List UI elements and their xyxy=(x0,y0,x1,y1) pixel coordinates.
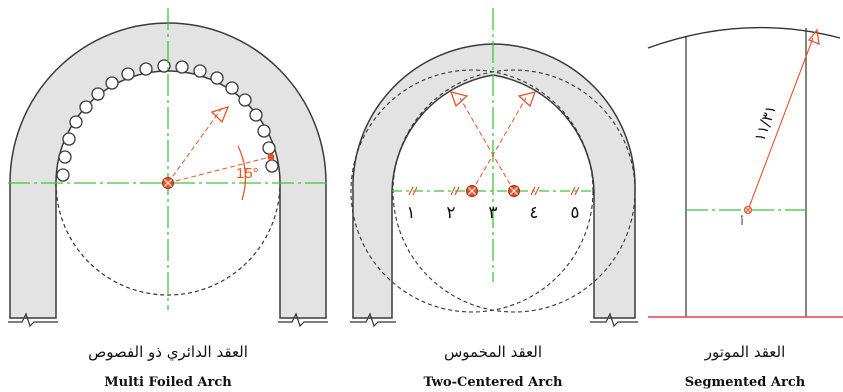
two-centered-number-4: ٤ xyxy=(529,203,538,223)
multi-foiled-foils xyxy=(56,59,279,182)
two-centered-number-2: ٢ xyxy=(446,203,455,223)
two-centered-label-en: Two-Centered Arch xyxy=(424,375,563,390)
multi-foiled-label-en: Multi Foiled Arch xyxy=(104,375,232,390)
multi-foiled-arch-panel: 15° العقد الدائري ذو الفصوص Multi Foiled… xyxy=(8,8,330,390)
two-centered-number-3: ٣ xyxy=(488,203,497,223)
two-centered-radius-right xyxy=(471,97,527,192)
two-centered-label-ar: العقد المخموس xyxy=(444,343,542,361)
two-centered-arrow-left xyxy=(449,91,469,108)
two-centered-number-5: ٥ xyxy=(570,203,579,223)
two-centered-radius-left xyxy=(459,97,515,192)
multi-foiled-lower-circle xyxy=(55,182,281,296)
multi-foiled-center-marker xyxy=(162,177,174,189)
two-centered-break-mark-right xyxy=(590,312,638,328)
two-centered-arch-panel: ١ ٢ ٣ ٤ ٥ العقد المخموس Two-Centered Arc… xyxy=(350,8,638,390)
multi-foiled-angle-line xyxy=(167,156,271,184)
two-centered-center-marker-right xyxy=(508,185,520,197)
segmented-label-en: Segmented Arch xyxy=(685,375,806,390)
two-centered-arrow-right xyxy=(517,91,537,108)
two-centered-break-mark-left xyxy=(350,312,396,328)
two-centered-number-1: ١ xyxy=(406,203,415,223)
multi-foiled-radius-line xyxy=(167,107,223,184)
multi-foiled-angle-arc xyxy=(237,145,247,201)
segmented-radius-arrow xyxy=(807,28,820,46)
two-centered-division-ticks xyxy=(408,186,580,196)
multi-foiled-foil-center xyxy=(267,153,275,161)
two-centered-construction-circle-left xyxy=(350,69,594,313)
multi-foiled-angle-label: 15° xyxy=(236,165,259,182)
segmented-center-marker xyxy=(743,205,753,215)
segmented-label-ar: العقد الموتور xyxy=(704,343,786,361)
segmented-arch-panel: أ ١١/٣١ العقد الموتور Segmented Arch xyxy=(647,26,843,390)
multi-foiled-break-mark-left xyxy=(8,312,58,328)
multi-foiled-radius-arrow xyxy=(210,105,230,124)
segmented-center-label: أ xyxy=(741,215,744,228)
two-centered-center-marker-left xyxy=(466,185,478,197)
multi-foiled-break-mark-right xyxy=(278,312,328,328)
segmented-radius-line xyxy=(747,37,814,211)
multi-foiled-label-ar: العقد الدائري ذو الفصوص xyxy=(88,343,248,362)
